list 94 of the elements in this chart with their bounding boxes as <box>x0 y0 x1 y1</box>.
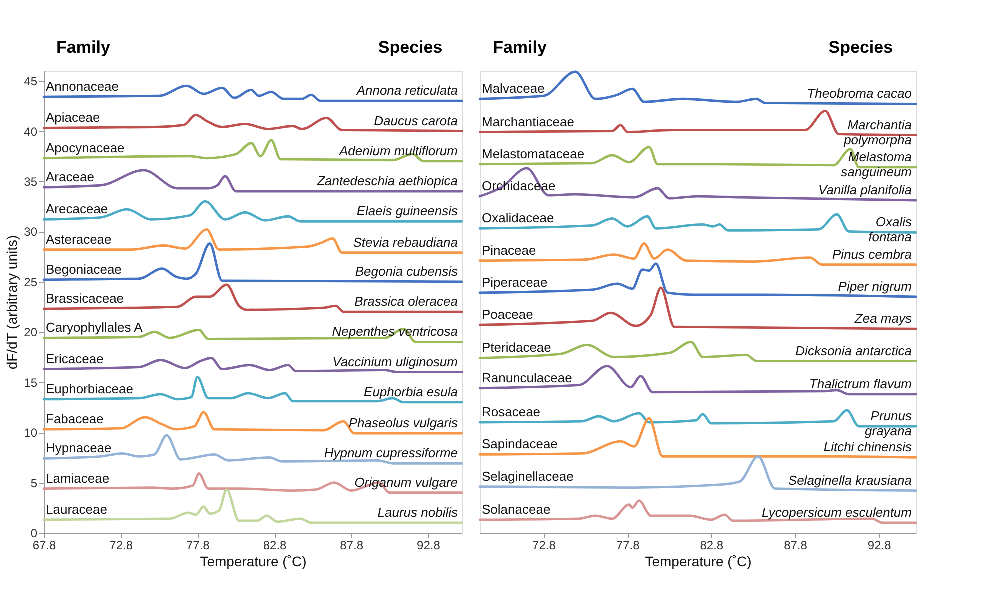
line-series <box>42 228 464 254</box>
x-tick-label: 72.8 <box>532 538 556 552</box>
series-label: Poaceae <box>482 307 534 322</box>
y-tick-label: 5 <box>30 476 38 490</box>
y-tick-label: 25 <box>24 275 38 290</box>
annotation: Litchi chinensis <box>824 440 912 455</box>
annotation: Prunus grayana <box>865 408 912 439</box>
x-tick-label: 87.8 <box>784 538 808 552</box>
series-label: Brassicaceae <box>46 291 124 306</box>
series-label: Ranunculaceae <box>482 370 572 386</box>
series-label: Sapindaceae <box>482 436 558 452</box>
annotation: Oxalis fontana <box>868 214 912 245</box>
series-label: Euphorbiaceae <box>46 381 134 396</box>
text: Family <box>56 38 111 57</box>
y-tick-label: 15 <box>24 376 38 390</box>
line-series <box>42 169 464 193</box>
series-label: Annonaceae <box>46 79 120 94</box>
annotation: Piper nigrum <box>838 278 912 294</box>
x-tick-label: 67.8 <box>32 538 56 552</box>
annotation: Theobroma cacao <box>807 86 912 102</box>
series-label: Oxalidaceae <box>482 210 554 226</box>
annotation: Vanilla planifolia <box>818 182 912 198</box>
series-label: Hypnaceae <box>46 440 112 456</box>
x-tick-label: 92.8 <box>868 538 892 552</box>
y-tick-label: 30 <box>24 225 38 240</box>
annotation: Elaeis guineensis <box>356 204 458 219</box>
annotation: Hypnum cupressiforme <box>324 446 458 461</box>
annotation: Stevia rebaudiana <box>353 234 458 250</box>
annotation: Euphorbia esula <box>364 384 458 400</box>
series-label: Caryophyllales A <box>46 320 144 336</box>
annotation: Annona reticulata <box>356 83 458 98</box>
text: Species <box>828 38 894 57</box>
annotation: Pinus cembra <box>832 246 912 262</box>
annotation: Vaccinium uliginosum <box>332 354 458 370</box>
line-series <box>42 200 464 223</box>
y-tick-label: 10 <box>24 426 38 440</box>
line-series <box>42 434 464 465</box>
series-label: Piperaceae <box>482 274 548 290</box>
series-label: Lauraceae <box>46 502 108 517</box>
y-tick-label: 20 <box>24 326 38 340</box>
x-axis-title: Temperature (˚C) <box>645 554 752 570</box>
series-label: Pinaceae <box>482 242 536 258</box>
x-tick-label: 82.8 <box>700 538 724 552</box>
x-tick-label: 82.8 <box>263 538 288 552</box>
text: Species <box>378 38 443 57</box>
line-series <box>42 284 464 314</box>
annotation: Marchantia polymorpha <box>843 117 912 148</box>
x-tick-label: 92.8 <box>417 538 441 552</box>
line-series <box>42 472 464 494</box>
series-label: Selaginellaceae <box>482 468 574 484</box>
series-label: Apiaceae <box>46 110 100 126</box>
line-series <box>42 139 464 163</box>
annotation: Laurus nobilis <box>378 504 458 520</box>
annotation: Daucus carota <box>374 113 458 128</box>
y-tick-label: 35 <box>24 174 38 189</box>
series-label: Apocynaceae <box>46 140 125 156</box>
annotation: Adenium multiflorum <box>338 143 458 158</box>
x-tick-label: 77.8 <box>186 538 210 552</box>
x-tick-label: 72.8 <box>110 538 134 552</box>
series-label: Ericaceae <box>46 351 104 366</box>
x-axis-title: Temperature (˚C) <box>200 554 307 570</box>
annotation: Phaseolus vulgaris <box>348 416 458 431</box>
annotation: Lycopersicum esculentum <box>762 504 912 520</box>
x-tick-label: 77.8 <box>616 538 640 552</box>
annotation: Thalictrum flavum <box>809 376 912 392</box>
line-series <box>42 114 464 132</box>
series-label: Fabaceae <box>46 412 104 427</box>
series-label: Melastomataceae <box>482 146 585 162</box>
line-series <box>42 376 464 404</box>
line-series <box>42 411 464 435</box>
series-label: Asteraceae <box>46 232 112 247</box>
series-label: Marchantiaceae <box>482 114 574 130</box>
series-label: Lamiaceae <box>46 470 110 486</box>
series-label: Arecaceae <box>46 202 108 217</box>
y-tick-label: 40 <box>24 124 38 139</box>
series-label: Araceae <box>46 170 94 185</box>
annotation: Begonia cubensis <box>355 264 458 279</box>
y-tick-label: 45 <box>24 74 38 89</box>
series-label: Begoniaceae <box>46 262 122 277</box>
series-label: Rosaceae <box>482 404 541 420</box>
annotation: Origanum vulgare <box>354 474 458 490</box>
series-label: Solanaceae <box>482 502 551 517</box>
annotation: Dicksonia antarctica <box>796 343 912 358</box>
y-tick-label: 0 <box>30 526 38 540</box>
annotation: Selaginella krausiana <box>788 472 912 488</box>
series-label: Pteridaceae <box>482 340 552 356</box>
annotation: Zea mays <box>854 311 912 326</box>
x-tick-label: 87.8 <box>340 538 364 552</box>
y-axis-title: dF/dT (arbitrary units) <box>4 235 20 370</box>
annotation: Brassica oleracea <box>354 294 458 310</box>
text: Family <box>493 38 548 57</box>
line-series <box>42 488 464 524</box>
annotation: Zantedeschia aethiopica <box>316 174 458 189</box>
series-label: Malvaceae <box>482 81 545 96</box>
